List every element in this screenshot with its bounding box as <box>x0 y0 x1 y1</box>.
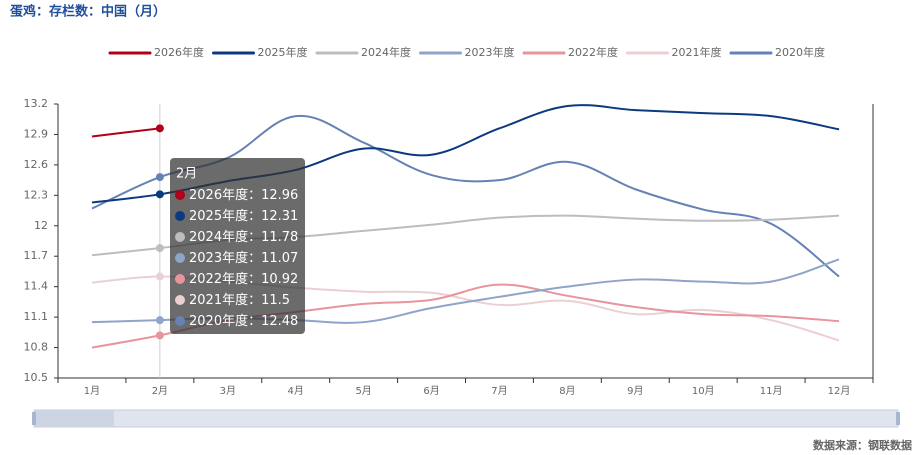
tooltip-name: 2021年度 <box>189 292 248 308</box>
legend-item[interactable]: 2025年度 <box>212 45 308 59</box>
tooltip-name: 2025年度 <box>189 208 248 224</box>
legend-item[interactable]: 2022年度 <box>522 45 618 59</box>
tooltip-value: 11.07 <box>261 251 298 266</box>
tooltip-dot <box>175 274 185 284</box>
y-tick-label: 12 <box>34 219 48 232</box>
legend-label: 2021年度 <box>672 45 722 59</box>
legend-item[interactable]: 2020年度 <box>729 45 825 59</box>
zoom-handle[interactable] <box>896 412 900 425</box>
hover-point <box>155 272 164 281</box>
x-tick-label: 8月 <box>559 385 575 397</box>
hover-point <box>155 331 164 340</box>
x-tick-label: 9月 <box>627 385 643 397</box>
tooltip-value: 12.96 <box>261 188 298 203</box>
tooltip-dot <box>175 316 185 326</box>
x-tick-label: 6月 <box>423 385 439 397</box>
y-tick-label: 12.3 <box>24 188 49 201</box>
tooltip-value: 12.31 <box>261 209 298 224</box>
y-tick-label: 11.4 <box>24 280 49 293</box>
legend-item[interactable]: 2026年度 <box>108 45 204 59</box>
y-tick-label: 11.1 <box>24 310 49 323</box>
tooltip-item: 2020年度：12.48 <box>189 313 298 329</box>
hover-point <box>155 190 164 199</box>
legend-label: 2024年度 <box>361 45 411 59</box>
y-tick-label: 10.8 <box>24 341 49 354</box>
tooltip-item: 2023年度：11.07 <box>189 250 298 266</box>
tooltip-dot <box>175 253 185 263</box>
tooltip-item: 2025年度：12.31 <box>189 208 298 224</box>
tooltip-sep: ： <box>248 293 261 308</box>
hover-point <box>155 244 164 253</box>
x-tick-label: 1月 <box>84 385 100 397</box>
tooltip-dot <box>175 295 185 305</box>
x-tick-label: 2月 <box>152 385 168 397</box>
tooltip-sep: ： <box>248 230 261 245</box>
tooltip: 2月2026年度：12.962025年度：12.312024年度：11.7820… <box>170 158 305 334</box>
tooltip-dot <box>175 232 185 242</box>
tooltip-name: 2020年度 <box>189 313 248 329</box>
zoom-window[interactable] <box>34 410 114 427</box>
hover-point <box>155 124 164 133</box>
legend-item[interactable]: 2023年度 <box>419 45 515 59</box>
tooltip-box <box>170 158 305 334</box>
legend-label: 2023年度 <box>465 45 515 59</box>
tooltip-item: 2022年度：10.92 <box>189 271 298 287</box>
data-zoom[interactable] <box>32 409 900 428</box>
tooltip-value: 12.48 <box>261 314 298 329</box>
zoom-track[interactable] <box>33 409 899 428</box>
legend-label: 2020年度 <box>775 45 825 59</box>
x-tick-label: 3月 <box>220 385 236 397</box>
tooltip-item: 2024年度：11.78 <box>189 229 298 245</box>
y-tick-label: 13.2 <box>24 97 49 110</box>
source: 数据来源：钢联数据 <box>813 438 912 452</box>
tooltip-name: 2023年度 <box>189 250 248 266</box>
series-line <box>91 127 160 138</box>
hover-point <box>155 173 164 182</box>
legend-item[interactable]: 2024年度 <box>315 45 411 59</box>
tooltip-dot <box>175 211 185 221</box>
x-tick-label: 4月 <box>288 385 304 397</box>
tooltip-value: 11.78 <box>261 230 298 245</box>
y-tick-label: 11.7 <box>24 249 49 262</box>
tooltip-name: 2024年度 <box>189 229 248 245</box>
tooltip-item: 2026年度：12.96 <box>189 187 298 203</box>
zoom-handle[interactable] <box>32 412 36 425</box>
tooltip-sep: ： <box>248 272 261 287</box>
x-tick-label: 11月 <box>760 385 783 397</box>
legend-label: 2025年度 <box>258 45 308 59</box>
legend-label: 2022年度 <box>568 45 618 59</box>
tooltip-sep: ： <box>248 251 261 266</box>
tooltip-item: 2021年度：11.5 <box>189 292 290 308</box>
y-tick-label: 12.6 <box>24 158 49 171</box>
tooltip-sep: ： <box>248 209 261 224</box>
chart-title: 蛋鸡：存栏数：中国（月） <box>10 4 166 20</box>
x-tick-label: 12月 <box>828 385 851 397</box>
tooltip-dot <box>175 190 185 200</box>
tooltip-sep: ： <box>248 314 261 329</box>
y-tick-label: 10.5 <box>24 371 49 384</box>
legend-item[interactable]: 2021年度 <box>626 45 722 59</box>
y-tick-label: 12.9 <box>24 127 49 140</box>
tooltip-title: 2月 <box>176 167 197 182</box>
tooltip-sep: ： <box>248 188 261 203</box>
tooltip-value: 11.5 <box>261 293 290 308</box>
x-tick-label: 5月 <box>355 385 371 397</box>
x-tick-label: 7月 <box>491 385 507 397</box>
hover-point <box>155 316 164 325</box>
tooltip-value: 10.92 <box>261 272 298 287</box>
tooltip-name: 2026年度 <box>189 187 248 203</box>
x-tick-label: 10月 <box>692 385 715 397</box>
tooltip-name: 2022年度 <box>189 271 248 287</box>
legend-label: 2026年度 <box>154 45 204 59</box>
